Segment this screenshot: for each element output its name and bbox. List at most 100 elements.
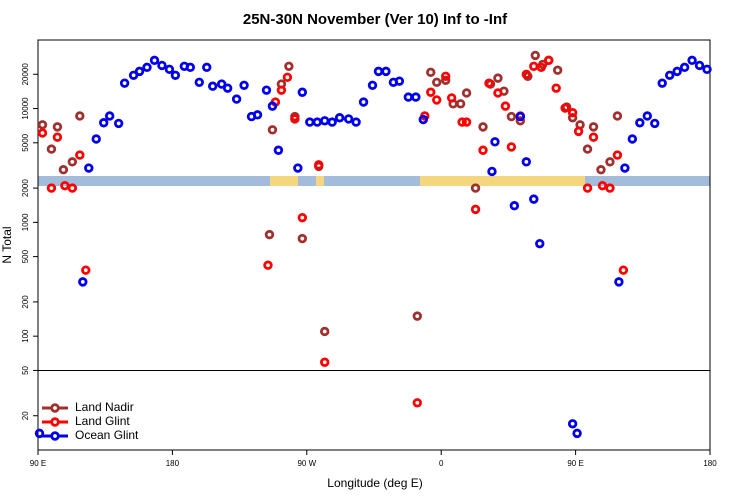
point	[672, 66, 682, 77]
point	[412, 311, 423, 321]
point	[536, 62, 546, 73]
point	[273, 145, 284, 155]
y-tick-label: 1000	[21, 213, 30, 231]
point	[128, 70, 139, 80]
point	[426, 87, 436, 97]
y-tick-label: 10000	[21, 97, 30, 120]
point	[358, 97, 369, 107]
point	[515, 111, 526, 122]
point	[75, 111, 85, 121]
x-tick-label: 180	[703, 459, 717, 468]
point	[620, 163, 630, 173]
point	[34, 428, 45, 439]
point	[597, 180, 608, 191]
point	[208, 81, 218, 91]
point	[612, 150, 623, 160]
point	[91, 134, 101, 144]
point	[484, 78, 494, 88]
legend-marker	[50, 417, 60, 427]
point	[81, 265, 91, 275]
y-tick-label: 100	[21, 329, 30, 343]
point	[60, 180, 70, 191]
point	[605, 183, 615, 193]
point	[194, 77, 204, 87]
point	[46, 144, 57, 154]
point	[267, 125, 278, 135]
point	[702, 64, 712, 75]
plot-frame	[37, 39, 711, 451]
point	[149, 55, 160, 66]
point	[67, 157, 78, 167]
point	[297, 212, 308, 223]
point	[506, 111, 517, 122]
point	[572, 428, 582, 439]
point	[78, 277, 88, 287]
point	[84, 163, 94, 173]
point	[231, 94, 242, 104]
point	[37, 120, 48, 130]
point	[530, 50, 540, 61]
point	[52, 122, 63, 132]
point	[264, 229, 275, 240]
point	[314, 160, 324, 170]
y-tick-label: 20000	[21, 63, 30, 86]
land-strip	[270, 176, 298, 186]
point	[252, 110, 263, 120]
point	[664, 70, 675, 80]
y-axis-label: N Total	[0, 226, 14, 263]
point	[320, 357, 330, 367]
point	[493, 88, 503, 98]
point	[185, 62, 196, 73]
point	[426, 67, 436, 78]
point	[455, 99, 466, 109]
point	[535, 238, 545, 249]
point	[567, 113, 578, 123]
point	[478, 145, 488, 155]
point	[67, 183, 78, 193]
y-tick-label: 500	[21, 249, 30, 263]
point	[694, 60, 705, 71]
point	[515, 116, 526, 126]
point	[290, 114, 300, 124]
point	[432, 95, 442, 105]
point	[142, 62, 152, 73]
point	[588, 132, 599, 142]
point	[551, 83, 561, 93]
point	[239, 80, 249, 90]
point	[412, 398, 423, 408]
point	[46, 183, 57, 193]
point	[605, 157, 615, 167]
point	[446, 93, 457, 103]
y-tick-label: 50	[21, 365, 30, 374]
point	[470, 204, 481, 215]
x-tick-label: 0	[439, 459, 444, 468]
point	[461, 88, 472, 98]
point	[134, 66, 145, 77]
point	[119, 78, 130, 88]
point	[544, 55, 554, 66]
point	[367, 80, 378, 90]
point	[297, 233, 308, 244]
point	[343, 114, 354, 124]
point	[679, 62, 690, 73]
y-tick-label: 20	[21, 411, 30, 420]
point	[284, 61, 294, 71]
point	[560, 103, 570, 113]
point	[627, 134, 638, 144]
point	[478, 122, 488, 132]
point	[276, 85, 287, 95]
point	[293, 163, 303, 173]
point	[457, 117, 467, 127]
point	[612, 111, 623, 121]
x-axis-label: Longitude (deg E)	[327, 476, 422, 490]
ocean-strip	[38, 176, 710, 186]
point	[170, 70, 181, 80]
y-tick-label: 200	[21, 295, 30, 309]
point	[411, 92, 421, 102]
point	[334, 113, 345, 123]
x-tick-label: 90 W	[297, 459, 316, 468]
point	[573, 126, 584, 137]
point	[521, 157, 532, 167]
point	[529, 194, 539, 204]
point	[509, 201, 520, 211]
